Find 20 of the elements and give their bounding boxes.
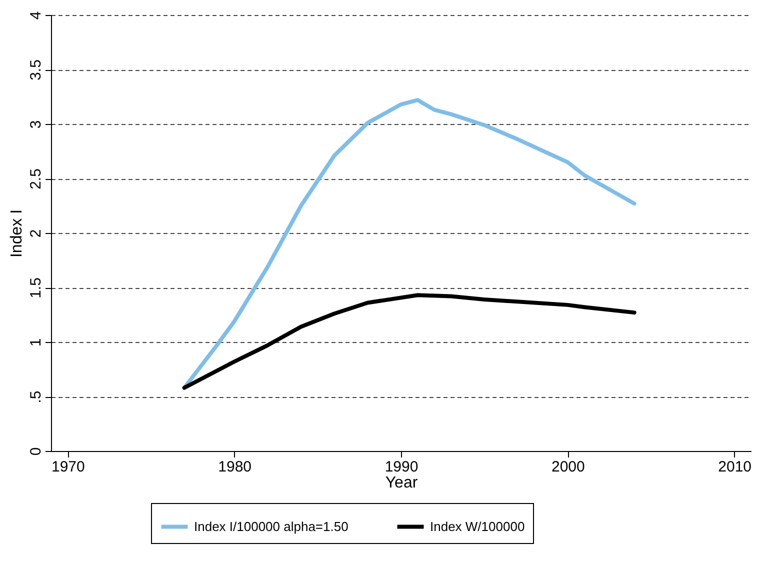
y-tick-label: 3.5 [28, 60, 44, 80]
y-tick-label: 3 [28, 120, 44, 129]
y-tick-label: 1.5 [28, 278, 44, 298]
x-axis-title: Year [385, 474, 418, 492]
y-tick-label: 4 [28, 11, 44, 20]
x-tick-label: 2010 [718, 458, 752, 476]
y-axis-title: Index I [8, 209, 26, 258]
x-tick-label: 1990 [384, 458, 418, 476]
line-series [182, 293, 636, 390]
y-tick-label: 1 [28, 338, 44, 347]
x-tick-label: 2000 [551, 458, 585, 476]
y-tick-label: 2 [28, 229, 44, 238]
y-tick-label: 2.5 [28, 168, 44, 190]
x-tick-label: 1980 [218, 458, 252, 476]
legend-label: Index I/100000 alpha=1.50 [194, 518, 348, 534]
x-tick-label: 1970 [51, 458, 85, 476]
legend-label: Index W/100000 [430, 518, 525, 534]
line-series [182, 98, 636, 390]
y-tick-label: 0 [28, 447, 44, 456]
y-tick-label: .5 [28, 390, 44, 404]
